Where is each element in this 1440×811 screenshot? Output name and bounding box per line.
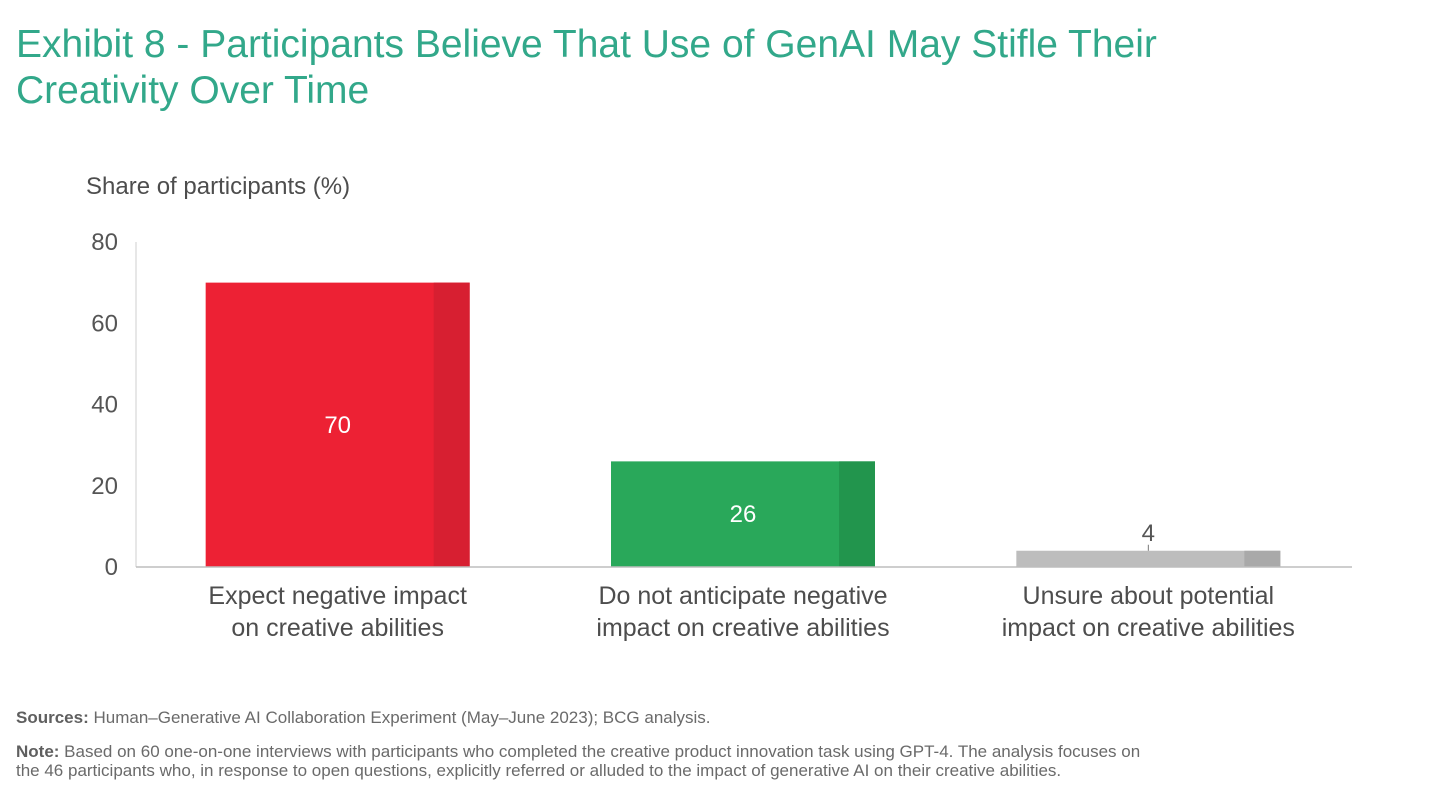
bar [611,461,875,567]
data-label: 26 [730,501,757,528]
chart-title-line-2: Creativity Over Time [16,69,370,112]
y-tick-label: 0 [105,554,118,581]
sources-note: Sources: Human–Generative AI Collaborati… [16,708,711,727]
note-line-2: the 46 participants who, in response to … [16,761,1062,780]
x-tick-label: Unsure about potential [1023,582,1275,610]
y-tick-label: 20 [91,473,118,500]
sources-text: Human–Generative AI Collaboration Experi… [88,708,711,727]
y-tick-label: 60 [91,310,118,337]
methodology-note: Note: Based on 60 one-on-one interviews … [16,742,1140,780]
sources-label: Sources: [16,708,89,727]
data-label: 4 [1142,520,1155,547]
note-label: Note: [16,742,60,761]
bar [1016,550,1281,567]
bar-shade [433,282,470,567]
x-tick-label: impact on creative abilities [1002,614,1295,642]
y-axis-label: Share of participants (%) [86,173,350,200]
bar-shade [839,461,875,567]
note-line-1: Based on 60 one-on-one interviews with p… [59,742,1141,761]
x-tick-label: impact on creative abilities [596,614,889,642]
y-tick-label: 80 [91,229,118,256]
x-tick-label: Expect negative impact [208,582,467,610]
x-tick-label: Do not anticipate negative [598,582,887,610]
chart-title: Exhibit 8 - Participants Believe That Us… [16,22,1416,114]
x-tick-label: on creative abilities [231,614,444,642]
y-tick-label: 40 [91,392,118,419]
chart-title-line-1: Exhibit 8 - Participants Believe That Us… [16,23,1157,66]
data-label: 70 [324,412,351,439]
bar-chart: Share of participants (%) 0 20 40 60 80 70 Expe… [86,173,1352,642]
bar-shade [1244,550,1281,567]
bar [205,282,470,567]
